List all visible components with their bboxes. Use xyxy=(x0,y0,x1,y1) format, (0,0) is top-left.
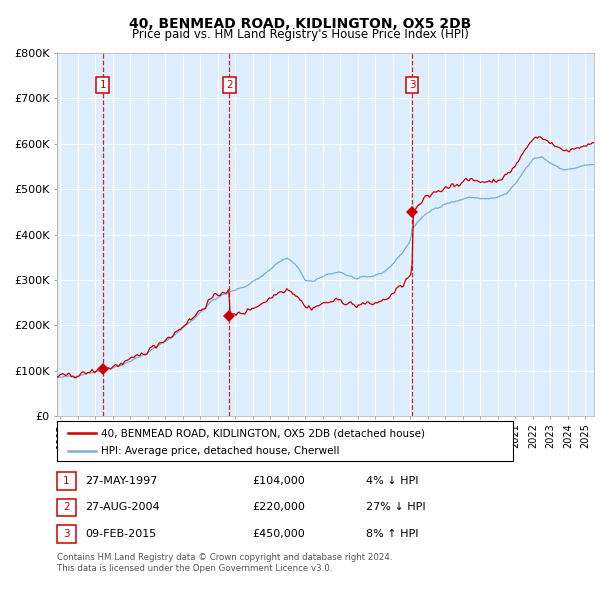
Text: Contains HM Land Registry data © Crown copyright and database right 2024.: Contains HM Land Registry data © Crown c… xyxy=(57,553,392,562)
Text: 2: 2 xyxy=(63,503,70,512)
Text: 1: 1 xyxy=(63,476,70,486)
Text: £450,000: £450,000 xyxy=(252,529,305,539)
Text: 40, BENMEAD ROAD, KIDLINGTON, OX5 2DB (detached house): 40, BENMEAD ROAD, KIDLINGTON, OX5 2DB (d… xyxy=(101,428,425,438)
Text: £104,000: £104,000 xyxy=(252,476,305,486)
Text: HPI: Average price, detached house, Cherwell: HPI: Average price, detached house, Cher… xyxy=(101,447,340,456)
Text: 2: 2 xyxy=(226,80,233,90)
Text: £220,000: £220,000 xyxy=(252,503,305,512)
Text: 09-FEB-2015: 09-FEB-2015 xyxy=(85,529,157,539)
Text: 40, BENMEAD ROAD, KIDLINGTON, OX5 2DB: 40, BENMEAD ROAD, KIDLINGTON, OX5 2DB xyxy=(129,17,471,31)
Text: 3: 3 xyxy=(63,529,70,539)
Text: 27-MAY-1997: 27-MAY-1997 xyxy=(85,476,158,486)
Text: 27-AUG-2004: 27-AUG-2004 xyxy=(85,503,160,512)
Text: 8% ↑ HPI: 8% ↑ HPI xyxy=(366,529,419,539)
Text: 1: 1 xyxy=(100,80,106,90)
Text: This data is licensed under the Open Government Licence v3.0.: This data is licensed under the Open Gov… xyxy=(57,565,332,573)
Text: Price paid vs. HM Land Registry's House Price Index (HPI): Price paid vs. HM Land Registry's House … xyxy=(131,28,469,41)
Text: 27% ↓ HPI: 27% ↓ HPI xyxy=(366,503,425,512)
Text: 4% ↓ HPI: 4% ↓ HPI xyxy=(366,476,419,486)
Text: 3: 3 xyxy=(409,80,416,90)
